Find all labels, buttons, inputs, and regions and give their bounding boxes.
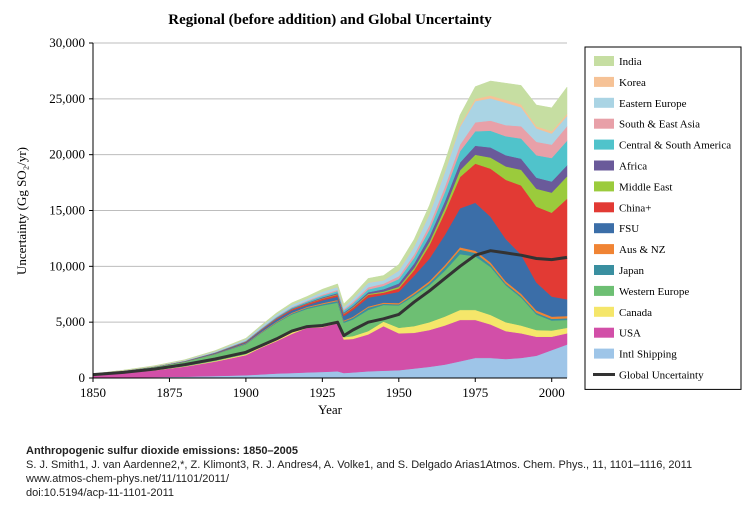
y-tick-label: 20,000: [49, 147, 85, 162]
global-uncertainty-layer: [92, 249, 568, 377]
legend-label-middle-east: Middle East: [619, 181, 672, 193]
legend-label-canada: Canada: [619, 307, 652, 319]
legend-label-south-and-east-asia: South & East Asia: [619, 119, 700, 131]
y-tick-label: 0: [79, 370, 86, 385]
legend-swatch: [594, 181, 614, 192]
legend-label-central-and-south-america: Central & South America: [619, 140, 731, 152]
legend-swatch: [594, 285, 614, 296]
caption-url[interactable]: www.atmos-chem-phys.net/11/1101/2011/: [26, 473, 229, 485]
x-tick-label: 1875: [156, 385, 182, 400]
legend-label-aus-and-nz: Aus & NZ: [619, 244, 666, 256]
legend-label-usa: USA: [619, 328, 641, 340]
y-axis-label: Uncertainty (Gg SO₂/yr): [14, 147, 29, 275]
y-tick-label: 10,000: [49, 258, 85, 273]
legend-swatch: [594, 348, 614, 359]
legend-swatch: [594, 97, 614, 108]
chart: Regional (before addition) and Global Un…: [14, 12, 742, 417]
chart-title: Regional (before addition) and Global Un…: [168, 12, 492, 28]
legend-swatch: [594, 223, 614, 234]
x-tick-label: 1900: [233, 385, 259, 400]
legend-label-india: India: [619, 56, 642, 68]
y-tick-label: 25,000: [49, 91, 85, 106]
legend-swatch: [594, 306, 614, 317]
legend-swatch: [594, 76, 614, 87]
legend-label-china: China+: [619, 202, 651, 214]
legend-label-global-uncertainty: Global Uncertainty: [619, 370, 704, 382]
y-tick-label: 30,000: [49, 35, 85, 50]
y-tick-label: 5,000: [56, 314, 85, 329]
y-tick-label: 15,000: [49, 203, 85, 218]
caption-authors: S. J. Smith1, J. van Aardenne2,*, Z. Kli…: [26, 459, 693, 471]
legend-swatch: [594, 244, 614, 255]
legend-swatch: [594, 327, 614, 338]
legend-label-japan: Japan: [619, 265, 645, 277]
area-india: [92, 80, 568, 375]
line-global-uncertainty: [92, 249, 568, 377]
x-tick-label: 2000: [539, 385, 565, 400]
source-caption: Anthropogenic sulfur dioxide emissions: …: [26, 444, 692, 500]
area-layers: [92, 80, 568, 379]
legend: India Korea Eastern Europe South & East Asi…: [584, 46, 742, 390]
x-tick-label: 1850: [80, 385, 106, 400]
legend-label-intl-shipping: Intl Shipping: [619, 349, 677, 361]
legend-label-fsu: FSU: [619, 223, 639, 235]
legend-label-western-europe: Western Europe: [619, 286, 689, 298]
x-tick-label: 1950: [386, 385, 412, 400]
caption-title: Anthropogenic sulfur dioxide emissions: …: [26, 445, 299, 457]
legend-swatch: [594, 139, 614, 150]
legend-label-africa: Africa: [619, 161, 647, 173]
legend-swatch: [594, 118, 614, 129]
legend-swatch: [594, 160, 614, 171]
caption-doi[interactable]: doi:10.5194/acp-11-1101-2011: [26, 487, 175, 499]
legend-label-korea: Korea: [619, 77, 646, 89]
x-tick-label: 1925: [309, 385, 335, 400]
legend-swatch: [594, 265, 614, 275]
legend-swatch: [594, 202, 614, 213]
x-tick-label: 1975: [462, 385, 488, 400]
legend-swatch: [594, 56, 614, 66]
tick-labels: 0 5,000 10,000 15,000 20,000 25,000 30,000 1850…: [49, 35, 564, 400]
legend-label-eastern-europe: Eastern Europe: [619, 98, 687, 110]
x-axis-label: Year: [318, 402, 343, 417]
